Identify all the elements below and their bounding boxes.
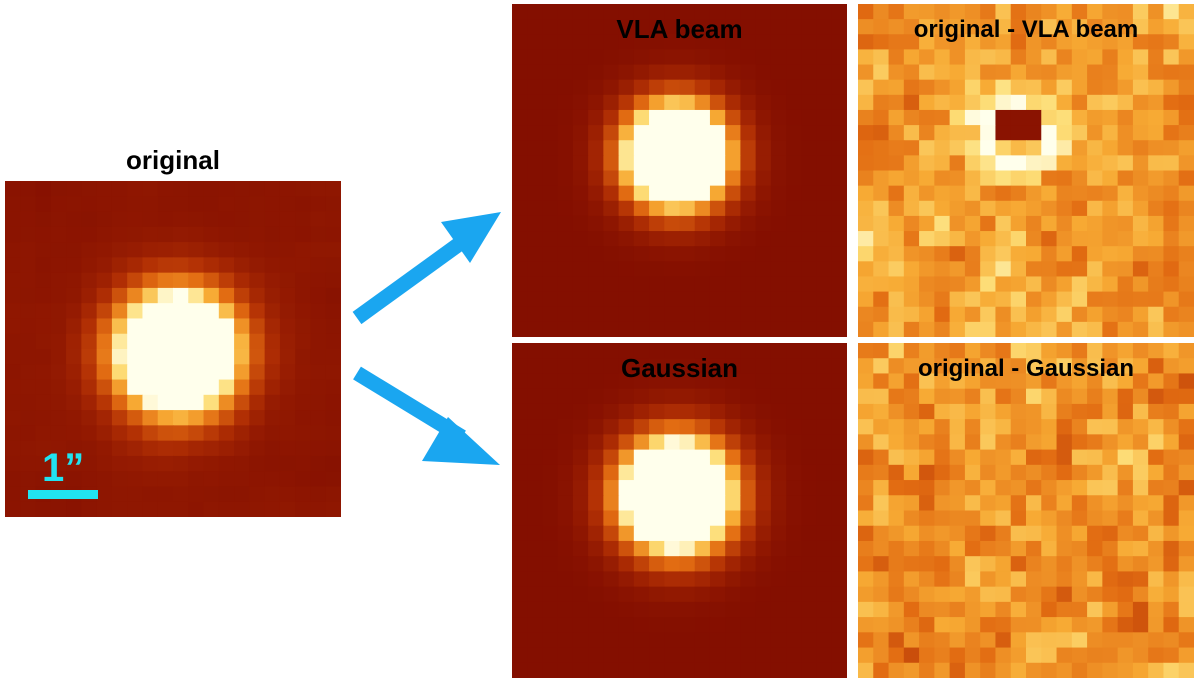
vla-beam-map: [512, 4, 847, 337]
title-residual-gaussian: original - Gaussian: [917, 355, 1135, 382]
title-residual-vla: original - VLA beam: [913, 16, 1139, 43]
arrow-to-gaussian: [353, 366, 500, 465]
residual-vla-map: [858, 4, 1194, 337]
residual-gaussian-map: [858, 343, 1194, 678]
panel-vla-beam: VLA beam: [512, 4, 847, 337]
panel-original: 1”: [5, 181, 341, 517]
panel-gaussian: Gaussian: [512, 343, 847, 678]
title-gaussian: Gaussian: [620, 353, 739, 383]
arrow-to-vla-beam: [352, 212, 501, 325]
gaussian-map: [512, 343, 847, 678]
title-vla-beam: VLA beam: [616, 14, 743, 44]
panel-residual-gaussian: original - Gaussian: [858, 343, 1194, 678]
original-map: [5, 181, 341, 517]
panel-residual-vla: original - VLA beam: [858, 4, 1194, 337]
scale-bar: [28, 490, 98, 499]
scale-bar-label: 1”: [42, 446, 85, 490]
title-original: original: [126, 145, 220, 175]
